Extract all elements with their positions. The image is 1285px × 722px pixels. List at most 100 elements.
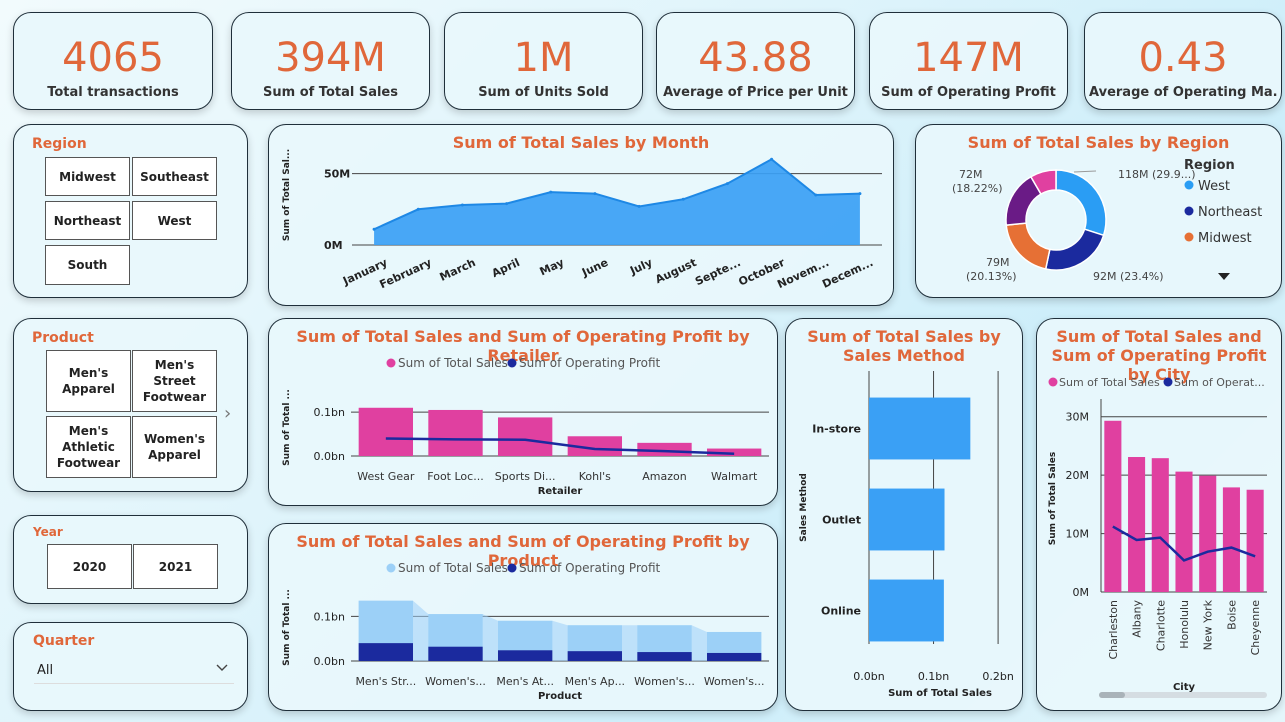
x-tick-label: August <box>653 256 698 286</box>
kpi-label: Total transactions <box>47 85 179 100</box>
product-option-mens-street-footwear[interactable]: Men's Street Footwear <box>132 350 217 412</box>
retailer-chart: Sum of Total Sales Sum of Operating Profi… <box>282 356 769 497</box>
method-chart-title: Sum of Total Sales by Sales Method <box>807 327 1001 365</box>
y-axis-title: Sales Method <box>799 473 809 542</box>
legend-marker <box>1184 180 1194 190</box>
data-point <box>593 192 597 196</box>
kpi-card-operating-profit: 147M Sum of Operating Profit <box>869 12 1068 110</box>
legend-label: Sum of Operat... <box>1174 376 1265 389</box>
x-tick-label: Women's... <box>634 675 695 688</box>
bar-operating-profit <box>358 643 414 661</box>
x-tick-label: Septe... <box>693 256 742 288</box>
product-option-mens-apparel[interactable]: Men's Apparel <box>46 350 131 412</box>
bar-operating-profit <box>706 652 762 661</box>
y-tick-label: Outlet <box>822 514 861 527</box>
x-tick-label: 0.2bn <box>982 670 1013 683</box>
y-tick-label: 0M <box>324 239 343 252</box>
product-slicer: Product Men's Apparel Men's Street Footw… <box>13 318 248 492</box>
region-slicer: Region Midwest Southeast Northeast West … <box>13 124 248 298</box>
product-chart-title: Sum of Total Sales and Sum of Operating … <box>296 532 750 570</box>
sales-by-product-card: Sum of Total Sales and Sum of Operating … <box>268 523 778 711</box>
sales-by-city-card: Sum of Total Sales and Sum of Operating … <box>1036 318 1282 711</box>
data-point <box>372 227 376 231</box>
region-option-southeast[interactable]: Southeast <box>132 157 217 196</box>
month-chart-title: Sum of Total Sales by Month <box>452 133 710 152</box>
data-point <box>637 204 641 208</box>
region-option-west[interactable]: West <box>132 201 217 240</box>
product-option-womens-apparel[interactable]: Women's Apparel <box>132 416 217 478</box>
slice-label: (18.22%) <box>952 182 1003 195</box>
legend-label: Northeast <box>1198 205 1262 220</box>
region-option-midwest[interactable]: Midwest <box>45 157 130 196</box>
region-option-northeast[interactable]: Northeast <box>45 201 130 240</box>
bar-operating-profit <box>497 650 553 661</box>
quarter-dropdown[interactable]: All <box>34 659 234 684</box>
city-chart: Sum of Total Sales Sum of Operat... 0M 10M 2… <box>1048 376 1267 693</box>
year-option-2021[interactable]: 2021 <box>133 544 218 589</box>
ribbon-total-sales <box>358 600 762 661</box>
chevron-down-icon <box>214 659 230 679</box>
horizontal-scrollbar[interactable] <box>1099 692 1267 698</box>
x-tick-label: Honolulu <box>1178 600 1191 649</box>
data-point <box>770 157 774 161</box>
y-tick-label: Online <box>821 605 861 618</box>
kpi-value: 0.43 <box>1138 35 1228 81</box>
area-series <box>374 159 860 245</box>
y-tick-label: 20M <box>1066 469 1090 482</box>
x-tick-label: Foot Loc... <box>427 470 483 483</box>
y-tick-label: 0.0bn <box>314 450 345 463</box>
x-axis-title: Sum of Total Sales <box>888 688 992 699</box>
x-tick-label: Walmart <box>711 470 758 483</box>
legend-scroll-down-icon[interactable] <box>1218 273 1230 280</box>
kpi-value: 4065 <box>62 35 164 81</box>
bar-operating-profit <box>428 646 483 661</box>
sales-by-region-card: Sum of Total Sales by Region 118M (29.9.… <box>915 124 1282 298</box>
slice-label: 79M <box>986 256 1010 269</box>
x-axis-title: Retailer <box>538 486 583 497</box>
product-option-mens-athletic-footwear[interactable]: Men's Athletic Footwear <box>46 416 131 478</box>
x-axis-title: Product <box>538 691 582 702</box>
year-slicer: Year 2020 2021 <box>13 515 248 604</box>
legend-marker <box>507 563 517 573</box>
bar-total-sales <box>497 417 553 456</box>
data-point <box>549 190 553 194</box>
y-tick-label: 50M <box>324 168 350 181</box>
bar-total-sales <box>706 448 762 456</box>
y-tick-label: 0.0bn <box>314 655 345 668</box>
x-tick-label: Albany <box>1131 600 1144 638</box>
y-axis-title: Sum of Total ... <box>282 589 292 666</box>
kpi-card-total-sales: 394M Sum of Total Sales <box>231 12 430 110</box>
bar-total-sales <box>567 436 623 456</box>
year-option-2020[interactable]: 2020 <box>47 544 132 589</box>
x-tick-label: Kohl's <box>579 470 611 483</box>
region-option-south[interactable]: South <box>45 245 130 285</box>
bar-total-sales <box>1246 489 1264 592</box>
sales-by-retailer-card: Sum of Total Sales and Sum of Operating … <box>268 318 778 506</box>
x-tick-label: May <box>538 256 566 278</box>
kpi-label: Sum of Operating Profit <box>881 85 1056 100</box>
data-point <box>725 182 729 186</box>
kpi-card-price-per-unit: 43.88 Average of Price per Unit <box>656 12 855 110</box>
region-chart-title: Sum of Total Sales by Region <box>967 133 1230 152</box>
x-tick-label: Cheyenne <box>1249 600 1262 656</box>
kpi-label: Sum of Total Sales <box>263 85 398 100</box>
kpi-value: 1M <box>513 35 574 81</box>
x-tick-label: 0.1bn <box>918 670 949 683</box>
legend-label: Midwest <box>1198 231 1252 246</box>
x-tick-label: Boise <box>1225 600 1238 630</box>
legend-label: Sum of Total Sales <box>398 356 508 370</box>
x-tick-label: Men's Str... <box>355 675 416 688</box>
bar-sales-method <box>869 488 945 551</box>
y-tick-label: 0M <box>1073 586 1090 599</box>
legend-label: Sum of Total Sales <box>1059 376 1160 389</box>
scrollbar-thumb[interactable] <box>1099 692 1125 698</box>
chevron-right-icon[interactable]: › <box>224 403 232 424</box>
leader-line <box>1073 170 1097 173</box>
x-tick-label: Amazon <box>642 470 686 483</box>
line-operating-profit <box>385 437 735 456</box>
x-tick-label: Charlotte <box>1154 600 1167 651</box>
kpi-value: 147M <box>913 35 1024 81</box>
legend-label: West <box>1198 179 1230 194</box>
legend-title: Region <box>1184 158 1235 173</box>
bar-operating-profit <box>567 651 623 661</box>
